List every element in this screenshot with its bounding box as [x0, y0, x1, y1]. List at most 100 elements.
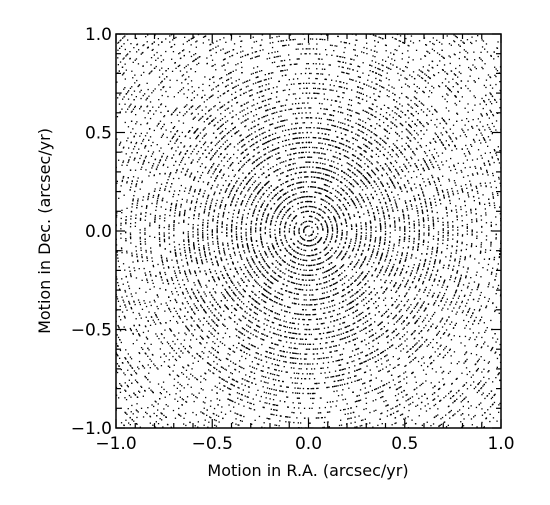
data-point: [217, 184, 219, 186]
data-point: [314, 259, 316, 261]
data-point: [292, 282, 294, 284]
data-point: [248, 159, 250, 161]
data-point: [326, 342, 328, 344]
data-point: [263, 328, 266, 331]
data-point: [252, 334, 254, 336]
data-point: [324, 143, 326, 145]
data-point: [255, 195, 257, 197]
data-point: [217, 220, 219, 222]
data-point: [289, 253, 291, 255]
data-point: [328, 216, 330, 219]
data-point: [266, 218, 268, 220]
data-point: [253, 329, 256, 331]
data-point: [246, 244, 249, 247]
data-point: [202, 181, 205, 183]
data-point: [319, 252, 321, 254]
data-point: [312, 146, 314, 149]
data-point: [280, 184, 282, 186]
data-point: [275, 127, 277, 129]
data-point: [266, 182, 269, 184]
data-point: [352, 249, 354, 251]
data-point: [244, 156, 246, 158]
data-point: [336, 319, 338, 321]
data-point: [257, 214, 259, 216]
data-point: [403, 215, 405, 217]
data-point: [299, 313, 301, 315]
data-point: [242, 245, 244, 248]
data-point: [203, 248, 205, 251]
data-point: [294, 287, 296, 290]
data-point: [303, 239, 305, 241]
data-point: [337, 319, 339, 321]
data-point: [346, 234, 348, 236]
data-point: [269, 286, 271, 289]
data-point: [262, 127, 265, 129]
data-point: [201, 259, 203, 262]
data-point: [197, 233, 199, 235]
data-point: [241, 166, 243, 168]
data-point: [194, 206, 197, 208]
data-point: [311, 117, 313, 119]
data-point: [287, 175, 289, 177]
data-point: [333, 217, 336, 219]
data-point: [356, 309, 358, 311]
data-point: [226, 188, 228, 190]
data-point: [271, 149, 274, 152]
data-point: [231, 224, 233, 226]
data-point: [349, 114, 351, 117]
data-point: [303, 228, 305, 230]
data-point: [301, 181, 303, 183]
data-point: [383, 216, 385, 218]
data-point: [341, 188, 344, 191]
data-point: [327, 196, 330, 198]
data-point: [274, 272, 277, 275]
data-point: [379, 218, 381, 220]
data-point: [394, 221, 396, 223]
data-point: [353, 266, 356, 268]
data-point: [291, 292, 293, 294]
data-point: [308, 274, 310, 276]
data-point: [292, 143, 294, 145]
data-point: [327, 180, 329, 182]
data-point: [332, 266, 334, 269]
data-point: [358, 282, 361, 284]
data-point: [300, 207, 302, 209]
data-point: [309, 299, 312, 301]
data-point: [275, 193, 277, 196]
data-point: [216, 237, 218, 239]
data-point: [271, 217, 273, 220]
data-point: [389, 272, 391, 275]
data-point: [374, 181, 376, 183]
data-point: [236, 271, 238, 273]
data-point: [315, 328, 317, 330]
data-point: [331, 227, 334, 229]
data-point: [288, 164, 291, 166]
data-point: [333, 166, 336, 169]
data-point: [251, 203, 253, 205]
data-point: [331, 229, 334, 231]
data-point: [353, 173, 356, 175]
data-point: [241, 216, 244, 218]
data-point: [353, 203, 356, 205]
data-point: [299, 253, 301, 255]
data-point: [303, 254, 305, 256]
data-point: [331, 341, 333, 343]
data-point: [397, 251, 399, 253]
data-point: [297, 252, 299, 254]
data-point: [228, 316, 230, 318]
data-point: [215, 177, 217, 179]
data-point: [309, 245, 312, 247]
data-point: [389, 225, 391, 227]
data-point: [221, 177, 223, 179]
data-point: [308, 205, 310, 208]
data-point: [296, 268, 298, 270]
data-point: [342, 112, 344, 114]
data-point: [270, 310, 272, 312]
data-point: [333, 215, 335, 218]
data-point: [297, 197, 299, 199]
data-point: [321, 323, 323, 325]
data-point: [221, 199, 223, 202]
data-point: [203, 192, 205, 195]
data-point: [370, 229, 372, 231]
data-point: [413, 220, 415, 222]
